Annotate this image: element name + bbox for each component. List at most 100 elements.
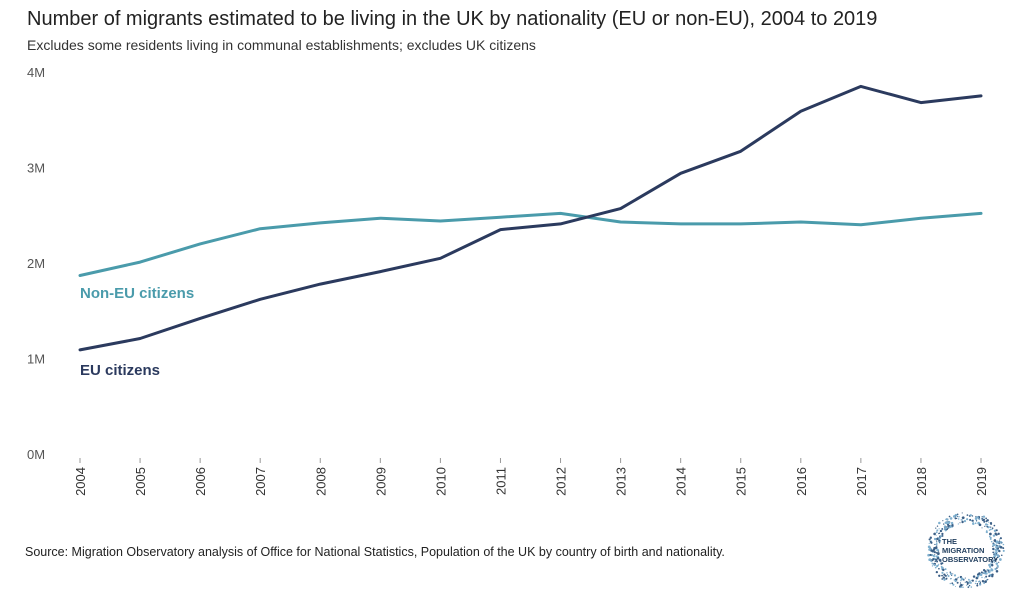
logo-dot [997, 555, 1000, 559]
logo-dot [928, 542, 930, 545]
logo-dot [930, 560, 933, 563]
logo-dot [928, 538, 931, 541]
logo-dot [995, 540, 999, 543]
logo-dot [945, 577, 948, 580]
logo-dot [979, 582, 981, 584]
logo-dot [990, 563, 992, 565]
logo-dot [953, 574, 957, 577]
x-tick-label: 2017 [854, 467, 869, 496]
logo-dot [979, 583, 982, 586]
logo-dot [990, 560, 993, 562]
logo-dot [961, 516, 965, 520]
logo-dot [975, 515, 977, 517]
logo-dot [938, 528, 940, 530]
logo-dot [998, 540, 1001, 542]
logo-dot [991, 562, 994, 564]
logo-dot [927, 545, 931, 549]
logo-text-observatory: OBSERVATORY [942, 555, 998, 564]
logo-dot [960, 577, 964, 580]
chart-subtitle: Excludes some residents living in commun… [27, 37, 536, 53]
logo-dot [986, 531, 988, 534]
logo-dot [935, 527, 937, 529]
logo-dot [950, 578, 952, 580]
logo-dot [986, 525, 989, 528]
x-tick-label: 2004 [73, 467, 88, 496]
logo-dot [931, 554, 934, 556]
migration-observatory-logo: THE MIGRATION OBSERVATORY [927, 512, 1005, 589]
logo-dot [953, 579, 955, 581]
logo-dot [949, 571, 951, 573]
logo-dot [962, 586, 964, 588]
logo-dot [954, 579, 957, 583]
logo-dot [936, 540, 938, 542]
x-tick-label: 2006 [193, 467, 208, 496]
logo-dot [957, 523, 959, 525]
logo-dot [958, 515, 960, 518]
logo-dot [941, 534, 944, 537]
logo-dot [990, 563, 994, 567]
logo-dot [988, 521, 990, 523]
logo-dot [941, 566, 944, 569]
logo-dot [961, 519, 963, 521]
logo-dot [988, 529, 991, 531]
logo-dot [980, 571, 983, 574]
logo-dot [941, 571, 944, 574]
logo-dot [932, 554, 935, 557]
logo-dot [998, 561, 1000, 563]
logo-dot [988, 569, 990, 571]
logo-dot [959, 584, 963, 587]
logo-dot [991, 575, 994, 578]
series-line-non-eu [78, 211, 983, 277]
logo-dot [952, 583, 955, 586]
logo-dot [933, 550, 936, 553]
logo-dot [985, 575, 988, 578]
x-tick-label: 2016 [794, 467, 809, 496]
logo-dot [981, 517, 983, 519]
logo-dot [983, 582, 986, 585]
logo-dot [970, 519, 972, 522]
logo-dot [985, 572, 988, 575]
logo-dot [951, 524, 954, 527]
logo-dot [990, 540, 993, 543]
y-axis: 0M 1M 2M 3M 4M [27, 65, 45, 462]
logo-dot [928, 548, 931, 551]
logo-dot [998, 544, 1001, 547]
logo-dot [996, 564, 999, 568]
logo-dot [971, 579, 974, 582]
logo-dot [982, 515, 986, 518]
logo-dot [993, 539, 997, 542]
logo-dot [959, 522, 961, 524]
logo-dot [972, 575, 976, 578]
logo-dot [938, 558, 942, 562]
x-tick-label: 2012 [554, 467, 569, 496]
logo-dot [964, 577, 966, 579]
logo-dot [993, 543, 996, 546]
logo-dot [944, 574, 947, 577]
logo-dot [943, 523, 945, 525]
logo-dot [960, 579, 962, 582]
logo-dot [951, 574, 953, 576]
logo-dot [991, 528, 993, 531]
logo-dot [936, 557, 940, 560]
logo-dot [961, 586, 963, 588]
logo-dot [976, 584, 979, 587]
series-label-eu: EU citizens [80, 362, 160, 379]
logo-dot [990, 568, 994, 572]
x-tick-label: 2019 [974, 467, 989, 496]
logo-dot [929, 536, 932, 539]
logo-dot [989, 521, 993, 525]
logo-dot [987, 526, 990, 529]
logo-dot [946, 518, 949, 521]
logo-dot [942, 568, 945, 572]
logo-dot [935, 534, 937, 536]
logo-dot [988, 575, 991, 578]
logo-dot [928, 558, 932, 561]
x-tick-label: 2009 [373, 467, 388, 496]
logo-dot [939, 529, 943, 533]
logo-dot [983, 572, 985, 575]
logo-dot [968, 580, 972, 584]
source-note: Source: Migration Observatory analysis o… [25, 545, 725, 559]
logo-dot [931, 565, 934, 567]
y-tick-label: 2M [27, 256, 45, 271]
logo-dot [984, 577, 986, 579]
